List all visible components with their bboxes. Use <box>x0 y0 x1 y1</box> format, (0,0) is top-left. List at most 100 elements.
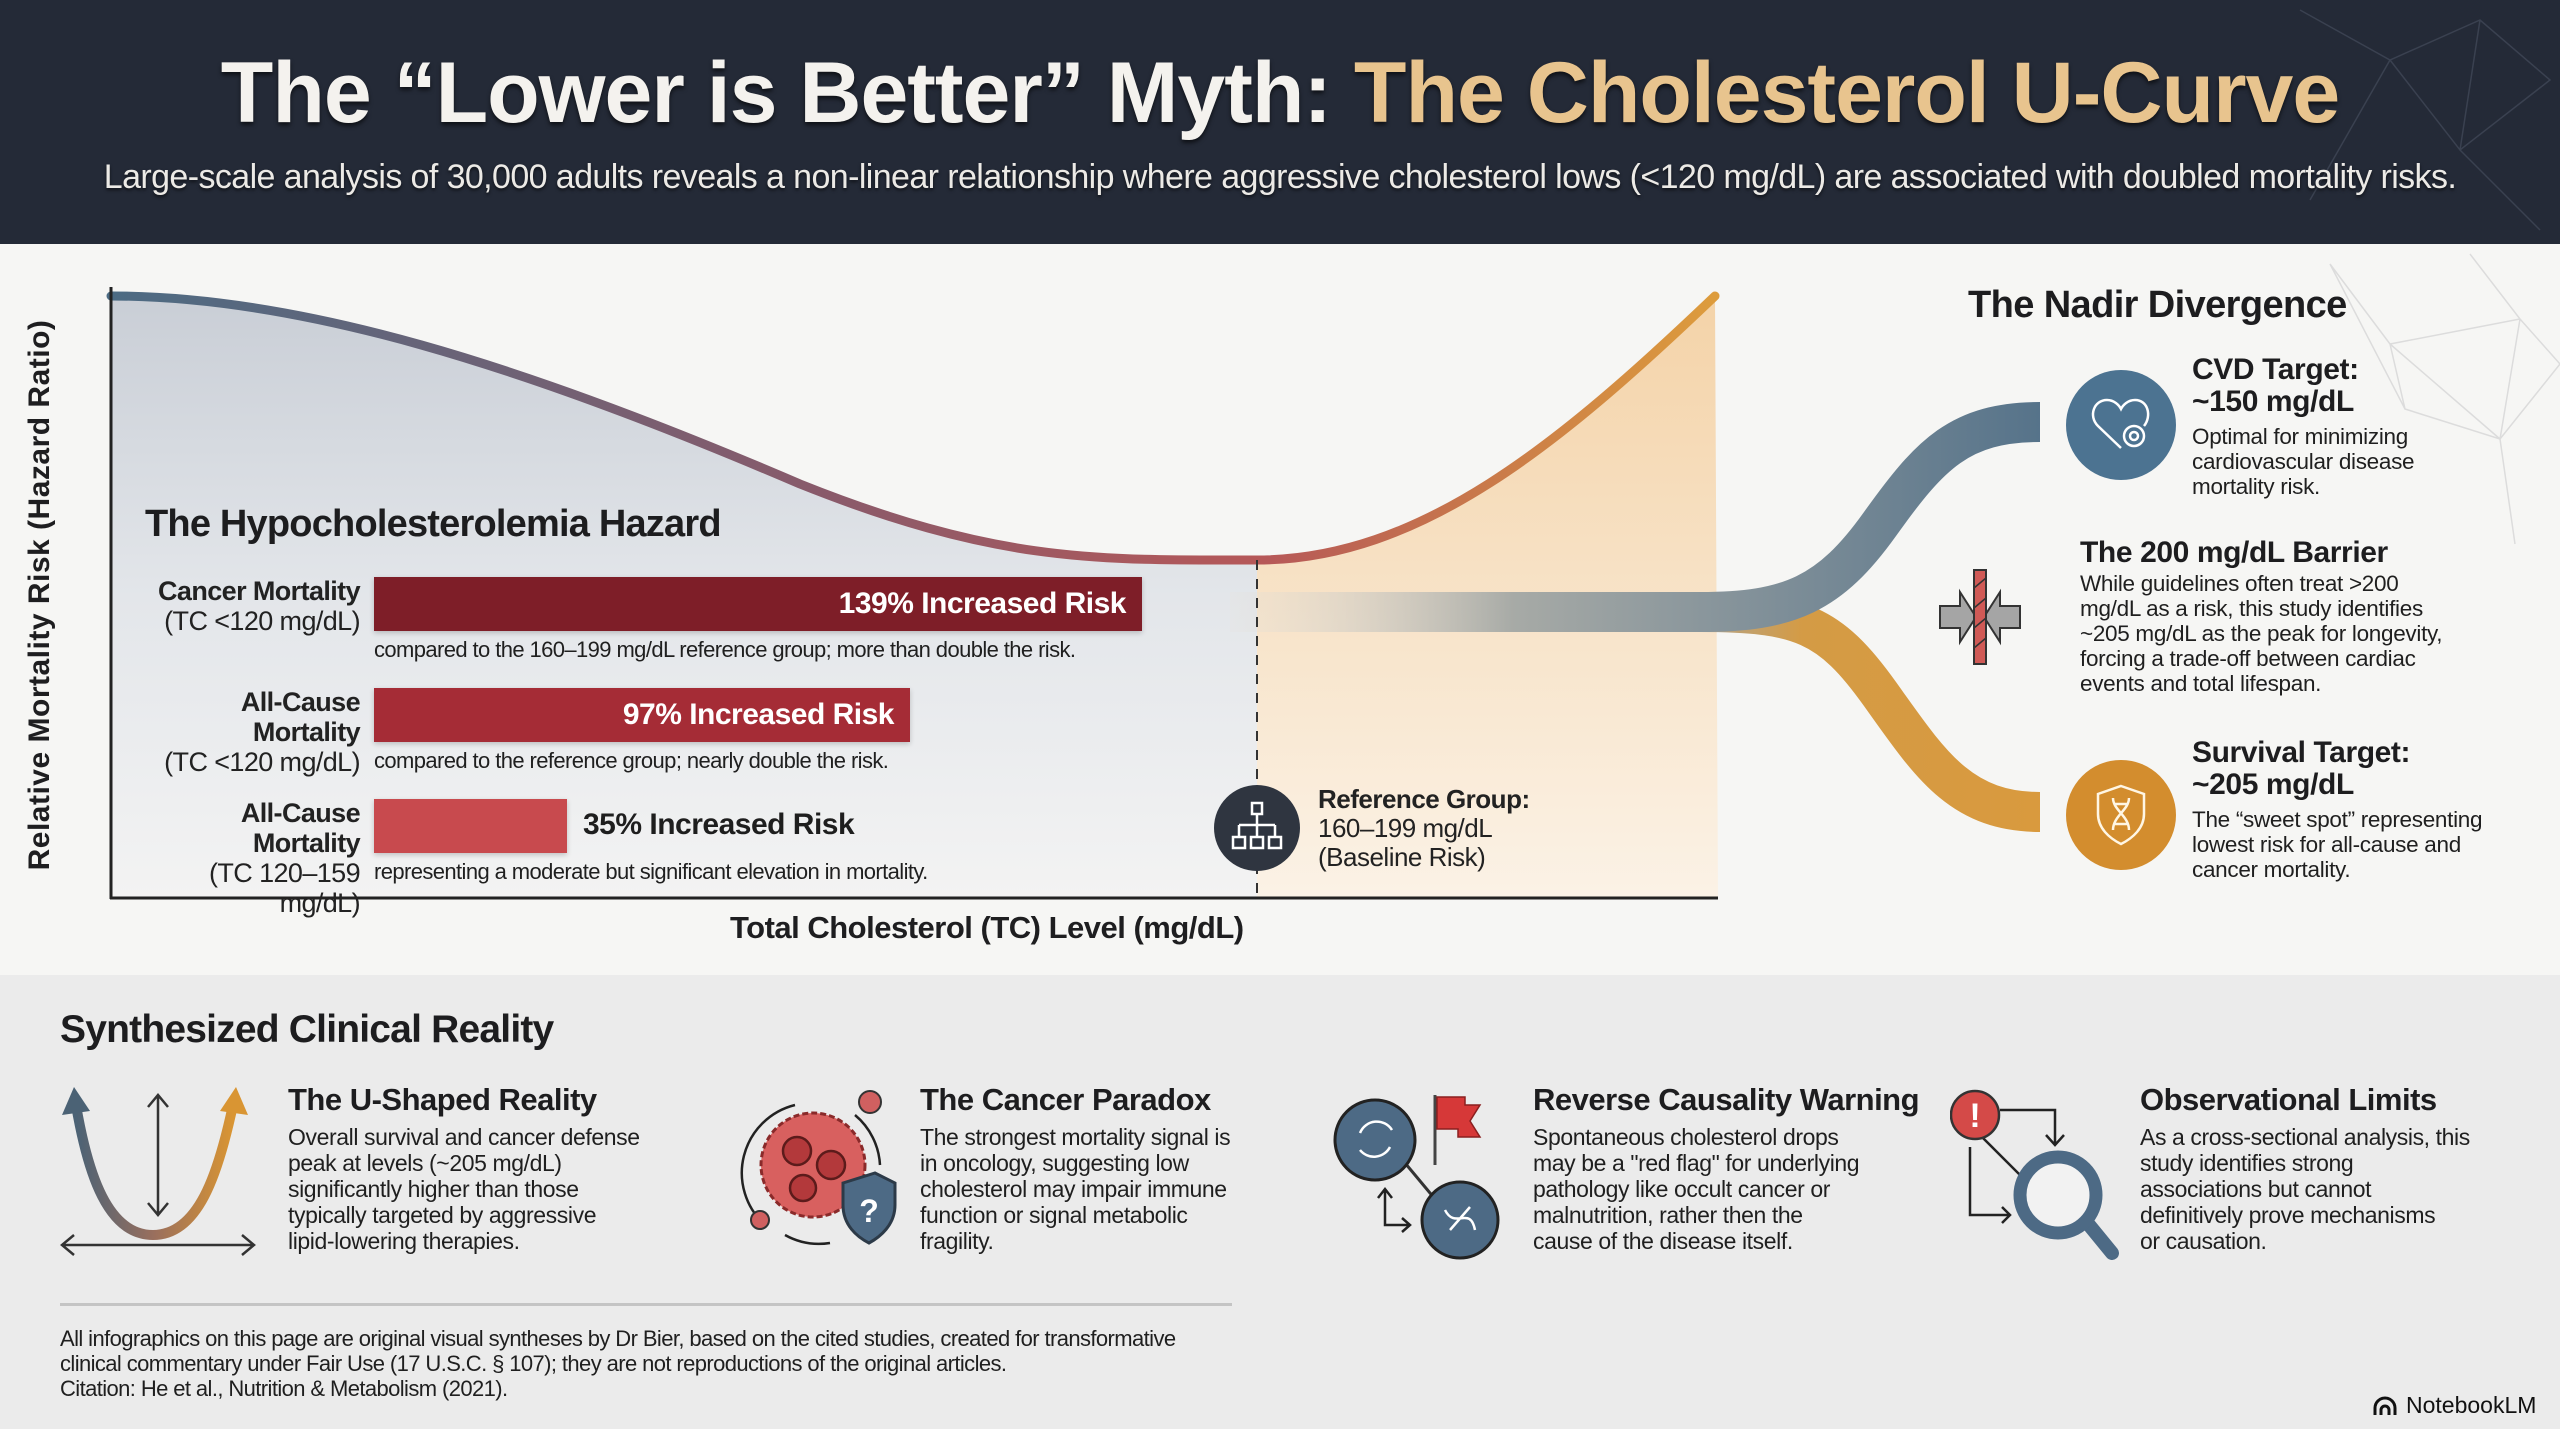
bar-category-label: Cancer Mortality (TC <120 mg/dL) <box>130 576 361 636</box>
title-accent: The Cholesterol U-Curve <box>1353 45 2340 141</box>
citation-line: Citation: He et al., Nutrition & Metabol… <box>60 1376 508 1401</box>
reference-title: Reference Group: <box>1318 784 1530 814</box>
nadir-item-survival: Survival Target: ~205 mg/dL The “sweet s… <box>2192 736 2483 883</box>
cvd-target-value: ~150 mg/dL <box>2192 385 2354 418</box>
bar-note: representing a moderate but significant … <box>374 859 928 884</box>
svg-text:!: ! <box>1969 1097 1980 1135</box>
card-text-line: As a cross-sectional analysis, this <box>2140 1124 2470 1150</box>
bar-label-name: Cancer Mortality <box>158 576 361 606</box>
hazard-panel-title: The Hypocholesterolemia Hazard <box>145 503 722 545</box>
reference-note: (Baseline Risk) <box>1318 842 1486 872</box>
card-text-line: may be a "red flag" for underlying <box>1533 1150 1860 1176</box>
bar-label-range: (TC <120 mg/dL) <box>164 747 360 777</box>
card-text-line: in oncology, suggesting low <box>920 1150 1189 1176</box>
card-text-line: fragility. <box>920 1228 994 1254</box>
card-text-line: function or signal metabolic <box>920 1202 1188 1228</box>
hierarchy-icon <box>1214 785 1300 871</box>
survival-text-line: The “sweet spot” representing <box>2192 807 2483 832</box>
survival-target-title: Survival Target: <box>2192 736 2411 769</box>
survival-text-line: cancer mortality. <box>2192 857 2351 882</box>
card-text-line: peak at levels (~205 mg/dL) <box>288 1150 562 1176</box>
cvd-text-line: mortality risk. <box>2192 474 2321 499</box>
bar-category-label: All-Cause Mortality (TC <120 mg/dL) <box>130 687 360 777</box>
bar-label-name: All-Cause Mortality <box>240 798 361 858</box>
heart-target-icon <box>2066 370 2176 480</box>
geometric-decoration-right <box>2329 253 2560 545</box>
card-title: Reverse Causality Warning <box>1533 1082 1920 1117</box>
card-text-line: or causation. <box>2140 1228 2267 1254</box>
bar-label-name: All-Cause Mortality <box>240 687 361 747</box>
barrier-text-line: forcing a trade-off between cardiac <box>2080 646 2416 671</box>
nadir-item-cvd: CVD Target: ~150 mg/dL Optimal for minim… <box>2192 353 2415 500</box>
footer-divider <box>60 1303 1232 1306</box>
bar-value-label: 35% Increased Risk <box>583 808 855 841</box>
card-observational-limits: Observational Limits As a cross-sectiona… <box>2140 1082 2470 1254</box>
survival-text-line: lowest risk for all-cause and <box>2192 832 2461 857</box>
card-text-line: lipid-lowering therapies. <box>288 1228 520 1254</box>
header-banner <box>0 0 2560 244</box>
bar-value-label: 97% Increased Risk <box>622 698 895 731</box>
geometric-decoration <box>2299 9 2552 231</box>
bar-label-range: (TC <120 mg/dL) <box>164 606 360 636</box>
bar-note: compared to the reference group; nearly … <box>374 748 889 773</box>
card-cancer-paradox: The Cancer Paradox The strongest mortali… <box>920 1082 1231 1254</box>
synthesis-section <box>0 975 2560 1429</box>
risk-bar: 97% Increased Risk <box>374 688 910 742</box>
card-title: Observational Limits <box>2140 1082 2437 1117</box>
barrier-text-line: ~205 mg/dL as the peak for longevity, <box>2080 621 2443 646</box>
survival-target-value: ~205 mg/dL <box>2192 768 2354 801</box>
barrier-arrows-icon <box>1938 568 2022 671</box>
card-text-line: pathology like occult cancer or <box>1533 1176 1830 1202</box>
notebooklm-brand[interactable]: NotebookLM <box>2372 1392 2536 1419</box>
bar-value-label: 139% Increased Risk <box>838 587 1127 620</box>
u-curve-arrows-icon <box>58 1085 258 1265</box>
card-text-line: Spontaneous cholesterol drops <box>1533 1124 1839 1150</box>
page-subtitle: Large-scale analysis of 30,000 adults re… <box>103 158 2457 196</box>
nadir-item-barrier: The 200 mg/dL Barrier While guidelines o… <box>2080 536 2443 697</box>
card-text-line: Overall survival and cancer defense <box>288 1124 640 1150</box>
disclaimer: All infographics on this page are origin… <box>60 1326 1176 1401</box>
page-title: The “Lower is Better” Myth: The Choleste… <box>0 44 2560 143</box>
barrier-title: The 200 mg/dL Barrier <box>2080 536 2388 569</box>
risk-bar <box>374 799 567 853</box>
x-axis-label: Total Cholesterol (TC) Level (mg/dL) <box>730 910 1244 945</box>
title-main: The “Lower is Better” Myth: <box>220 45 1354 141</box>
cvd-text-line: Optimal for minimizing <box>2192 424 2408 449</box>
card-text-line: typically targeted by aggressive <box>288 1202 597 1228</box>
svg-text:?: ? <box>859 1193 879 1229</box>
u-curve-line <box>106 291 1720 565</box>
magnifier-alert-icon: ! <box>1949 1085 2130 1265</box>
nadir-title: The Nadir Divergence <box>1968 284 2347 326</box>
reference-range: 160–199 mg/dL <box>1318 813 1493 843</box>
divergence-ribbon-blue <box>1230 402 2041 632</box>
synthesis-title: Synthesized Clinical Reality <box>60 1008 554 1051</box>
card-reverse-causality: Reverse Causality Warning Spontaneous ch… <box>1533 1082 1920 1254</box>
shield-dna-icon <box>2066 760 2176 870</box>
card-text-line: associations but cannot <box>2140 1176 2372 1202</box>
barrier-text-line: events and total lifespan. <box>2080 671 2322 696</box>
bar-note: compared to the 160–199 mg/dL reference … <box>374 637 1076 662</box>
cancer-cell-shield-icon: ? <box>735 1085 905 1260</box>
cvd-target-title: CVD Target: <box>2192 353 2359 386</box>
card-text-line: definitively prove mechanisms <box>2140 1202 2436 1228</box>
card-text-line: significantly higher than those <box>288 1176 579 1202</box>
brand-label: NotebookLM <box>2406 1392 2537 1418</box>
card-text-line: cause of the disease itself. <box>1533 1228 1793 1254</box>
disclaimer-line: All infographics on this page are origin… <box>60 1326 1176 1351</box>
card-u-shaped-reality: The U-Shaped Reality Overall survival an… <box>288 1082 640 1254</box>
disclaimer-line: clinical commentary under Fair Use (17 U… <box>60 1351 1007 1376</box>
bar-label-range: (TC 120–159 mg/dL) <box>209 858 361 918</box>
bar-category-label: All-Cause Mortality (TC 120–159 mg/dL) <box>130 798 361 918</box>
notebooklm-logo-icon <box>2373 1396 2397 1415</box>
reference-group-label: Reference Group: 160–199 mg/dL (Baseline… <box>1318 785 1530 872</box>
risk-bar: 139% Increased Risk <box>374 577 1142 631</box>
card-title: The Cancer Paradox <box>920 1082 1211 1117</box>
card-title: The U-Shaped Reality <box>288 1082 597 1117</box>
card-text-line: malnutrition, rather then the <box>1533 1202 1803 1228</box>
barrier-text-line: mg/dL as a risk, this study identifies <box>2080 596 2423 621</box>
reverse-causality-flag-icon <box>1330 1085 1530 1265</box>
card-text-line: cholesterol may impair immune <box>920 1176 1227 1202</box>
cvd-text-line: cardiovascular disease <box>2192 449 2415 474</box>
barrier-text-line: While guidelines often treat >200 <box>2080 571 2399 596</box>
card-text-line: study identifies strong <box>2140 1150 2354 1176</box>
